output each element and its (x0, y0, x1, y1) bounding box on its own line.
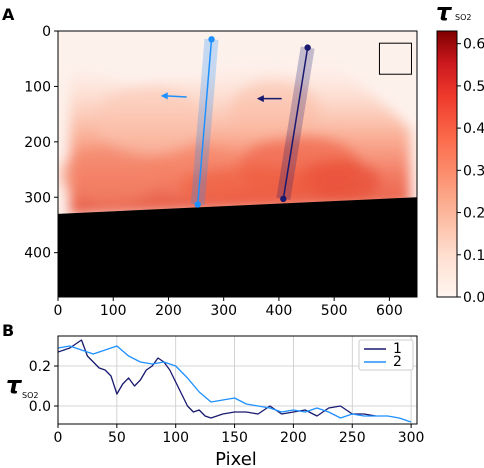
panel-label-b: B (2, 321, 14, 340)
arrow-shaft-2 (165, 95, 187, 98)
cb-tick-label: 0.3 (463, 163, 484, 179)
panel-a-image: 0 100 200 300 400 500 600 0 100 200 300 400 (24, 24, 418, 319)
a-y-tick-label: 0 (42, 24, 51, 40)
transect-start-1 (304, 44, 311, 51)
b-y-tick-label: 0.0 (29, 399, 51, 415)
colorbar: 0.0 0.1 0.2 0.3 0.4 0.5 0.6 τ SO2 (436, 0, 484, 306)
b-x-tick-label: 50 (108, 430, 126, 446)
a-x-tick-label: 200 (155, 303, 182, 319)
b-x-tick-label: 200 (280, 430, 307, 446)
cb-tick-label: 0.6 (463, 37, 484, 53)
panel-b-background (58, 336, 417, 424)
cb-tick-label: 0.1 (463, 248, 484, 264)
a-x-tick-label: 400 (266, 303, 293, 319)
panel-a-frame (57, 30, 418, 298)
panel-label-a: A (2, 5, 15, 24)
arrow-head-1 (256, 95, 264, 103)
cb-tick-label: 0.5 (463, 79, 484, 95)
y-axis-label-tau: τ (6, 371, 23, 399)
b-x-tick-label: 100 (162, 430, 189, 446)
panel-b-frame (57, 335, 418, 425)
a-y-tick-label: 200 (24, 135, 51, 151)
a-x-tick-label: 0 (54, 303, 63, 319)
b-x-tick-label: 250 (339, 430, 366, 446)
a-y-tick-label: 100 (24, 79, 51, 95)
x-axis-label: Pixel (215, 449, 257, 468)
colorbar-label-sub: SO2 (455, 13, 471, 22)
cb-tick-label: 0.0 (463, 290, 484, 306)
b-x-tick-label: 150 (221, 430, 248, 446)
colorbar-scale (436, 30, 458, 298)
a-x-tick-label: 600 (376, 303, 403, 319)
so2-plume (60, 55, 410, 215)
y-axis-label-sub: SO2 (22, 391, 38, 400)
series-line-2 (58, 345, 412, 423)
transect-line-2 (196, 39, 213, 205)
a-x-tick-label: 100 (100, 303, 127, 319)
b-x-tick-label: 300 (398, 430, 425, 446)
panel-b-chart: 0 50 100 150 200 250 300 0.0 0.2 12 Pixel τ SO2 (6, 335, 425, 468)
a-y-tick-label: 300 (24, 190, 51, 206)
legend-box (358, 339, 414, 371)
legend-label-1: 1 (393, 341, 402, 357)
a-y-tick-label: 400 (24, 246, 51, 262)
a-x-tick-label: 500 (321, 303, 348, 319)
cb-tick-label: 0.2 (463, 206, 484, 222)
arrow-head-2 (160, 92, 168, 100)
cb-tick-label: 0.4 (463, 121, 484, 137)
transect-start-2 (208, 36, 215, 43)
reference-box (378, 42, 412, 75)
b-x-tick-label: 0 (54, 430, 63, 446)
b-y-tick-label: 0.2 (29, 359, 51, 375)
transect-line-1 (282, 47, 309, 200)
transect-end-2 (194, 201, 201, 208)
colorbar-label-tau: τ (436, 0, 453, 26)
series-line-1 (58, 339, 376, 419)
transect-end-1 (280, 195, 287, 203)
legend-label-2: 2 (393, 354, 402, 370)
a-x-tick-label: 300 (210, 303, 237, 319)
ground-silhouette (58, 197, 417, 297)
legend: 12 (358, 339, 414, 371)
